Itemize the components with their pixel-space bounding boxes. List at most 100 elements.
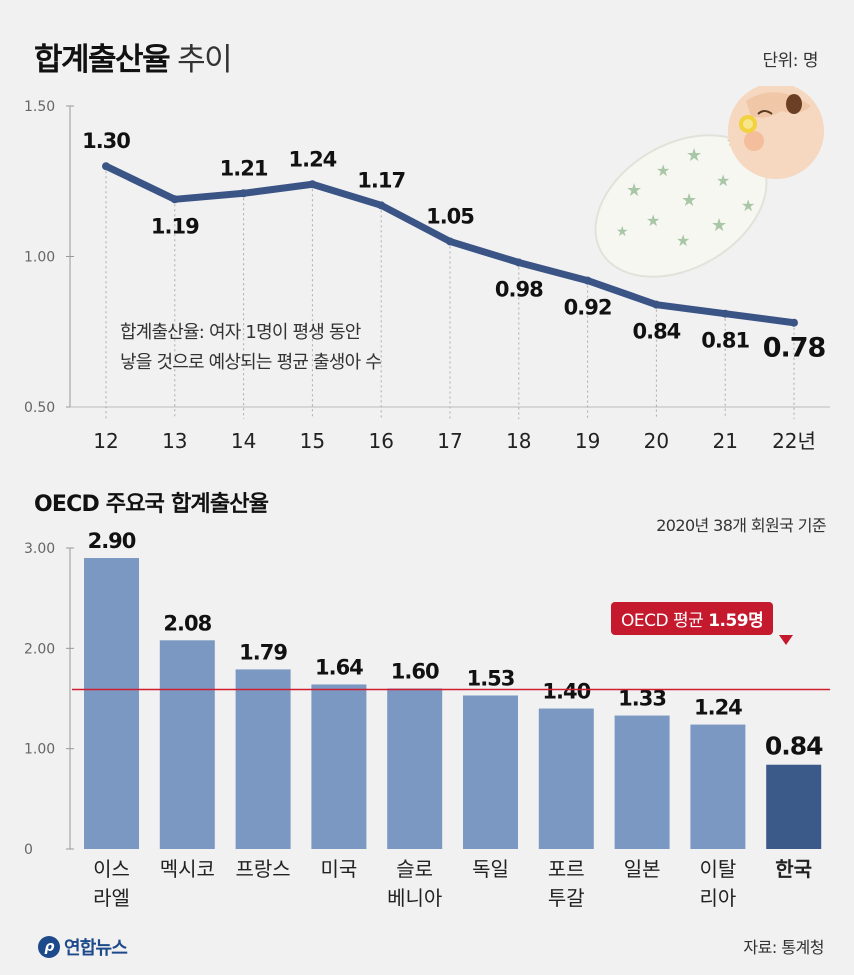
oecd-average-callout: OECD 평균 1.59명 (611, 602, 794, 645)
oecd-basis-label: 2020년 38개 회원국 기준 (656, 516, 826, 535)
y-tick-label: 1.00 (24, 742, 55, 758)
data-point (377, 201, 386, 210)
value-label: 0.84 (632, 320, 680, 344)
bar (387, 688, 443, 849)
category-label: 포르 (548, 857, 585, 881)
data-point (514, 258, 523, 267)
svg-text:★: ★ (711, 215, 727, 236)
category-label: 슬로 (396, 857, 433, 881)
category-label: 멕시코 (160, 857, 215, 881)
yonhap-logo: ρ 연합뉴스 (38, 934, 128, 960)
category-label: 미국 (320, 857, 357, 881)
svg-text:★: ★ (741, 196, 755, 215)
svg-text:★: ★ (686, 145, 702, 166)
unit-label: 단위: 명 (762, 51, 818, 71)
x-tick-label: 17 (437, 429, 462, 453)
x-tick-label: 19 (575, 429, 600, 453)
category-label: 투갈 (548, 886, 585, 910)
yonhap-logo-icon: ρ (38, 936, 60, 958)
bar (159, 640, 215, 849)
value-label: 1.05 (426, 204, 474, 228)
value-label: 0.78 (763, 333, 826, 364)
value-label: 0.92 (564, 296, 612, 320)
bar-value-label: 1.24 (694, 696, 742, 720)
x-tick-label: 20 (644, 429, 669, 453)
bar (311, 684, 367, 849)
x-tick-label: 15 (300, 429, 325, 453)
definition-note: 합계출산율: 여자 1명이 평생 동안 낳을 것으로 예상되는 평균 출생아 수 (120, 318, 382, 378)
svg-text:★: ★ (676, 231, 690, 250)
category-label: 리아 (699, 886, 736, 910)
y-tick-label: 0 (24, 842, 33, 858)
value-label: 1.21 (220, 156, 268, 180)
data-point (102, 162, 110, 171)
page-title: 합계출산율 추이 (34, 34, 233, 79)
data-point (721, 309, 730, 318)
title-main: 합계출산율 (34, 42, 171, 78)
y-tick-label: 0.50 (24, 400, 55, 416)
svg-text:★: ★ (626, 180, 642, 201)
bar (614, 715, 670, 849)
value-label: 0.81 (701, 329, 749, 353)
oecd-average-value: 1.59명 (708, 611, 764, 631)
svg-text:★: ★ (656, 161, 670, 180)
x-tick-label: 22년 (772, 429, 816, 453)
x-tick-label: 14 (231, 429, 256, 453)
value-label: 1.30 (82, 129, 130, 153)
data-point (170, 195, 179, 204)
category-label: 프랑스 (235, 857, 290, 881)
value-label: 1.24 (288, 147, 336, 171)
x-tick-label: 13 (162, 429, 187, 453)
bar (766, 764, 822, 849)
category-label: 베니아 (387, 886, 442, 910)
bar-value-label: 1.33 (618, 687, 666, 711)
data-point (583, 276, 592, 285)
category-label: 한국 (775, 857, 812, 881)
data-point (308, 180, 317, 189)
bar (463, 695, 518, 849)
svg-text:★: ★ (681, 190, 697, 211)
value-label: 1.19 (151, 214, 199, 238)
oecd-average-label: OECD 평균 (621, 611, 704, 631)
svg-text:★: ★ (716, 171, 730, 190)
bar (235, 669, 291, 849)
category-label: 일본 (624, 857, 661, 881)
note-line-2: 낳을 것으로 예상되는 평균 출생아 수 (120, 352, 382, 373)
x-tick-label: 12 (93, 429, 118, 453)
data-point (446, 237, 454, 246)
category-label: 라엘 (93, 886, 130, 910)
title-sub: 추이 (177, 42, 233, 78)
baby-illustration: ★ ★ ★ ★ ★ ★ ★ ★ ★ ★ ★ (594, 86, 824, 278)
bar-value-label: 1.64 (315, 655, 363, 679)
bar-value-label: 1.79 (239, 640, 287, 664)
y-tick-label: 2.00 (24, 641, 55, 657)
category-label: 이스 (93, 857, 130, 881)
bar (84, 558, 139, 849)
bar-value-label: 2.08 (163, 611, 211, 635)
bar (538, 708, 594, 849)
data-point (790, 318, 798, 327)
bar-value-label: 1.40 (542, 680, 590, 704)
birth-rate-trend-chart: 1.50 1.00 0.50 1.30 12 1.19 13 1.21 14 1.24 15 1.17… (24, 99, 830, 453)
y-tick-label: 1.50 (24, 99, 55, 115)
oecd-chart-title: OECD 주요국 합계출산율 (34, 492, 269, 517)
bar-value-label: 2.90 (88, 529, 136, 553)
svg-text:★: ★ (616, 224, 629, 240)
y-tick-label: 3.00 (24, 541, 55, 557)
category-label: 이탈 (699, 857, 736, 881)
value-label: 1.17 (357, 168, 405, 192)
y-tick-label: 1.00 (24, 250, 55, 266)
x-tick-label: 18 (506, 429, 531, 453)
bar-value-label: 0.84 (765, 732, 823, 761)
data-point (652, 300, 661, 309)
value-label: 0.98 (495, 278, 543, 302)
data-point (239, 189, 248, 198)
bar-value-label: 1.60 (391, 659, 439, 683)
source-label: 자료: 통계청 (743, 938, 824, 957)
logo-text: 연합뉴스 (64, 938, 128, 959)
x-tick-label: 16 (368, 429, 393, 453)
bar-value-label: 1.53 (467, 666, 515, 690)
bar (690, 724, 746, 849)
note-line-1: 합계출산율: 여자 1명이 평생 동안 (120, 322, 361, 343)
